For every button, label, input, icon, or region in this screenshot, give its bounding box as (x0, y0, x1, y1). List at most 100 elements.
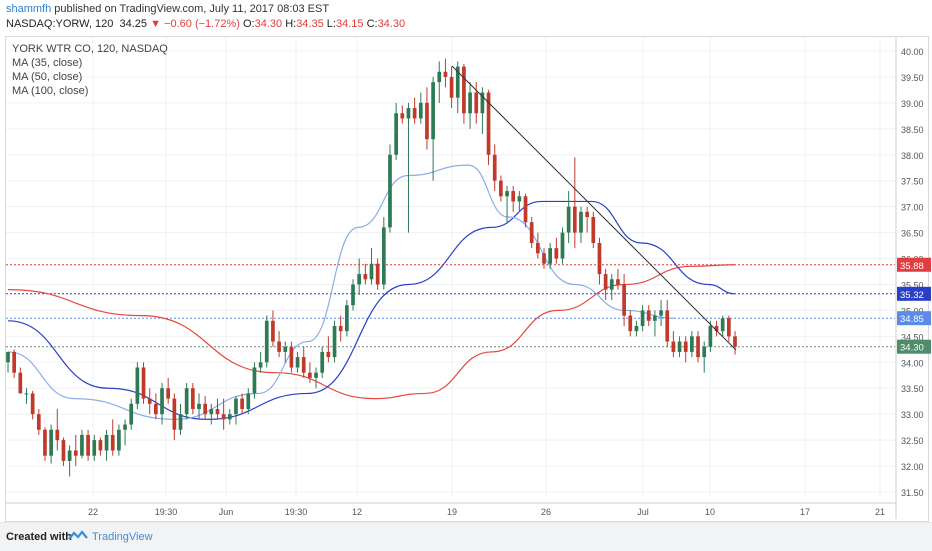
candle-body (166, 388, 171, 399)
candle-body (566, 206, 571, 233)
candle-body (437, 71, 442, 83)
candle-body (104, 434, 109, 451)
candle (197, 393, 201, 420)
y-tick-label: 34.50 (901, 332, 924, 342)
candle-body (585, 211, 589, 218)
candle (160, 383, 164, 425)
candle-body (646, 310, 651, 321)
candle-body (665, 310, 670, 342)
candle (147, 388, 152, 415)
footer-bar: Created with TradingView (0, 522, 932, 551)
candle (252, 362, 257, 399)
candle (326, 336, 331, 363)
x-tick-label: 10 (705, 507, 715, 517)
candle (566, 191, 571, 243)
candle (455, 61, 460, 114)
chart-panel[interactable] (5, 36, 929, 522)
candle-body (690, 336, 694, 352)
candle-body (147, 398, 152, 404)
candle (6, 351, 10, 373)
candle-body (49, 429, 53, 456)
candle (209, 403, 214, 425)
candle-body (683, 341, 688, 352)
candle-body (492, 154, 497, 181)
candle (400, 105, 405, 124)
y-tick-label: 38.00 (901, 151, 924, 161)
candle (542, 248, 546, 269)
candle (351, 279, 355, 311)
candle-body (696, 336, 700, 358)
candle-body (12, 351, 17, 373)
tradingview-link[interactable]: TradingView (92, 531, 153, 543)
candle-body (542, 253, 546, 264)
candle (523, 193, 528, 228)
candle-body (634, 325, 639, 332)
legend-ma35[interactable]: MA (35, close) (12, 57, 83, 69)
candle (597, 237, 602, 285)
candle (431, 76, 435, 181)
tradingview-logo-icon[interactable] (68, 529, 88, 543)
price-change: −0.60 (−1.72%) (164, 18, 240, 30)
candle (622, 274, 626, 326)
candle-body (141, 367, 146, 399)
candle (227, 408, 232, 425)
candle-body (443, 71, 448, 77)
candle-body (295, 357, 300, 368)
candle (653, 310, 657, 337)
author-link[interactable]: shammfh (6, 3, 52, 15)
price-chart[interactable]: 40.00 39.50 39.00 38.50 38.00 37.50 37.00 36.50… (0, 0, 932, 522)
down-arrow-icon: ▼ (150, 18, 161, 30)
candlesticks (6, 58, 737, 477)
y-tick-label: 37.00 (901, 203, 924, 213)
legend-ma100[interactable]: MA (100, close) (12, 85, 89, 97)
candle (443, 58, 448, 88)
candle (714, 320, 719, 337)
candle-body (591, 217, 596, 243)
close-label: C: (366, 18, 378, 30)
candle (609, 274, 614, 301)
candle-body (425, 102, 429, 140)
candle (394, 102, 398, 160)
candle-body (400, 113, 405, 119)
candle-body (326, 351, 331, 358)
candle (375, 258, 380, 290)
candle-body (55, 429, 60, 441)
candle (86, 429, 90, 461)
candle-body (480, 92, 485, 114)
y-tick-label: 35.50 (901, 280, 924, 290)
candle (98, 437, 103, 456)
candle-body (110, 434, 115, 451)
candle-body (726, 318, 731, 337)
candle (332, 320, 337, 363)
candle (468, 82, 472, 129)
high-value: 34.35 (296, 18, 324, 30)
candle-body (677, 341, 682, 352)
y-tick-label: 33.50 (901, 384, 924, 394)
legend-ma50[interactable]: MA (50, close) (12, 71, 83, 83)
candle (43, 427, 47, 461)
candle-body (369, 263, 374, 280)
candle-body (234, 398, 238, 415)
candle-body (603, 274, 608, 290)
candle-body (246, 393, 251, 409)
candle (702, 341, 707, 373)
candle (554, 237, 559, 264)
candle (308, 362, 312, 384)
candle (301, 346, 306, 378)
candle (221, 398, 226, 430)
candle-body (301, 357, 306, 373)
created-with-label: Created with (6, 531, 73, 543)
candle-body (240, 398, 244, 409)
candle (110, 419, 115, 456)
y-tick-label: 32.00 (901, 462, 924, 472)
candle-body (36, 414, 41, 430)
candle (49, 424, 53, 464)
candle-body (431, 82, 435, 140)
candle-body (351, 284, 355, 306)
candle-body (61, 440, 66, 461)
candle (603, 268, 608, 301)
candle-body (449, 76, 454, 98)
candle (406, 102, 411, 233)
x-tick-label: 21 (875, 507, 885, 517)
candle (172, 393, 177, 441)
